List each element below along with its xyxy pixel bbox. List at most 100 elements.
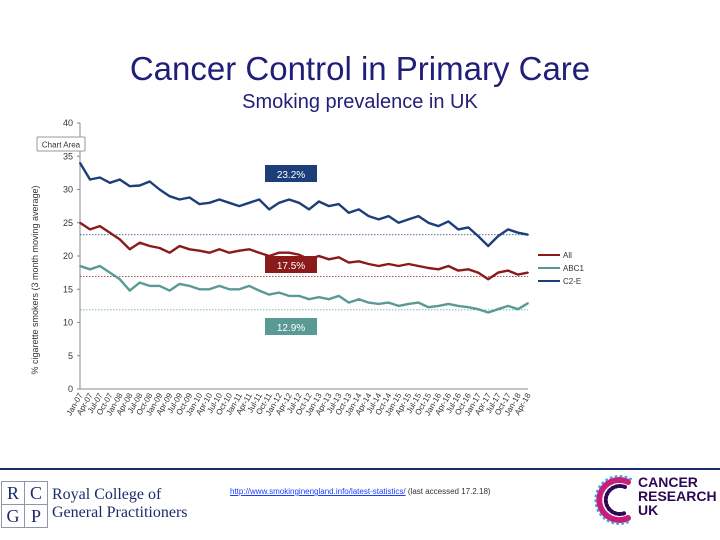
value-label-box-2	[265, 318, 317, 335]
data-point	[487, 311, 490, 314]
data-point	[367, 301, 370, 304]
legend[interactable]: All ABC1 C2-E	[538, 251, 584, 286]
data-point	[377, 218, 380, 221]
data-point	[487, 245, 490, 247]
data-point	[258, 289, 261, 292]
series-line-2	[79, 264, 529, 314]
cruk-line2: RESEARCH	[638, 488, 717, 504]
rcgp-letter-g: G	[1, 504, 25, 528]
data-point	[387, 301, 390, 304]
value-label-box-0	[265, 165, 317, 182]
value-label-box-1	[265, 256, 317, 273]
data-point	[128, 185, 131, 188]
data-point	[128, 289, 131, 292]
data-point	[437, 305, 440, 307]
data-point	[507, 305, 509, 307]
x-axis: Jan-07Apr-07Jul-07Oct-07Jan-08Apr-08Jul-…	[65, 388, 533, 417]
legend-label-2: ABC1	[563, 264, 584, 273]
data-point	[138, 281, 141, 284]
data-point	[99, 225, 101, 228]
rcgp-name: Royal College of General Practitioners	[52, 486, 188, 522]
data-point	[357, 298, 360, 301]
data-point	[407, 218, 410, 221]
data-point	[328, 258, 330, 261]
y-tick-label: 20	[63, 251, 73, 261]
data-point	[298, 253, 300, 256]
data-point	[128, 248, 131, 251]
data-point	[188, 248, 191, 251]
data-point	[308, 298, 310, 301]
data-point	[397, 265, 400, 267]
series-lines	[78, 162, 529, 314]
data-point	[387, 263, 390, 265]
data-point	[507, 228, 509, 231]
data-point	[99, 176, 101, 179]
data-point	[337, 203, 340, 206]
data-point	[89, 268, 91, 271]
data-point	[238, 249, 241, 252]
data-point	[328, 205, 330, 208]
value-label-1: 17.5%	[277, 261, 305, 272]
data-point	[138, 184, 141, 187]
source-link[interactable]: http://www.smokinginengland.info/latest-…	[230, 487, 406, 496]
data-point	[427, 221, 430, 224]
data-point	[487, 278, 490, 281]
data-point	[527, 302, 529, 305]
data-point	[148, 180, 151, 183]
data-point	[427, 267, 430, 269]
data-point	[99, 265, 101, 267]
data-point	[447, 220, 450, 223]
data-point	[437, 268, 440, 271]
value-label-2: 12.9%	[277, 323, 305, 334]
data-point	[397, 221, 400, 224]
y-tick-label: 35	[63, 151, 73, 161]
data-point	[367, 263, 370, 265]
data-point	[457, 305, 460, 307]
data-point	[298, 201, 300, 204]
cruk-line3: UK	[638, 502, 659, 518]
data-point	[228, 251, 231, 254]
data-point	[517, 273, 519, 276]
legend-label-0: C2-E	[563, 277, 581, 286]
data-point	[318, 296, 320, 299]
value-label-0: 23.2%	[277, 170, 305, 181]
data-point	[357, 208, 360, 211]
data-point	[168, 251, 171, 254]
data-point	[497, 271, 499, 274]
data-point	[417, 301, 420, 304]
data-point	[397, 305, 400, 307]
data-point	[357, 260, 360, 263]
source-citation: http://www.smokinginengland.info/latest-…	[230, 487, 491, 496]
data-point	[447, 265, 450, 267]
data-point	[248, 285, 251, 287]
data-point	[497, 308, 499, 311]
data-point	[208, 201, 211, 204]
rcgp-letter-p: P	[24, 504, 48, 528]
data-point	[168, 289, 171, 292]
data-point	[258, 251, 261, 254]
data-point	[188, 196, 191, 199]
data-point	[377, 265, 380, 267]
data-point	[148, 285, 151, 287]
data-point	[288, 251, 290, 254]
slide-title: Cancer Control in Primary Care	[129, 50, 591, 87]
slide-subtitle: Smoking prevalence in UK	[242, 91, 478, 113]
chart-area-badge[interactable]: Chart Area	[36, 136, 86, 152]
data-point	[328, 298, 330, 301]
data-point	[109, 181, 111, 184]
y-axis: 0 5 10 15 20 25 30 35 40	[63, 118, 81, 394]
y-tick-label: 5	[68, 351, 73, 361]
data-point	[158, 285, 161, 287]
data-point	[308, 208, 310, 211]
data-point	[238, 288, 241, 291]
data-point	[188, 285, 191, 287]
data-point	[248, 248, 251, 251]
data-point	[89, 178, 91, 181]
data-point	[467, 306, 470, 309]
data-point	[407, 303, 410, 305]
data-point	[427, 306, 430, 309]
data-point	[278, 291, 280, 294]
smoking-chart[interactable]: % cigarette smokers (3 month moving aver…	[0, 0, 720, 470]
cruk-wordmark: CANCER RESEARCH UK	[638, 475, 717, 517]
data-point	[248, 201, 251, 204]
